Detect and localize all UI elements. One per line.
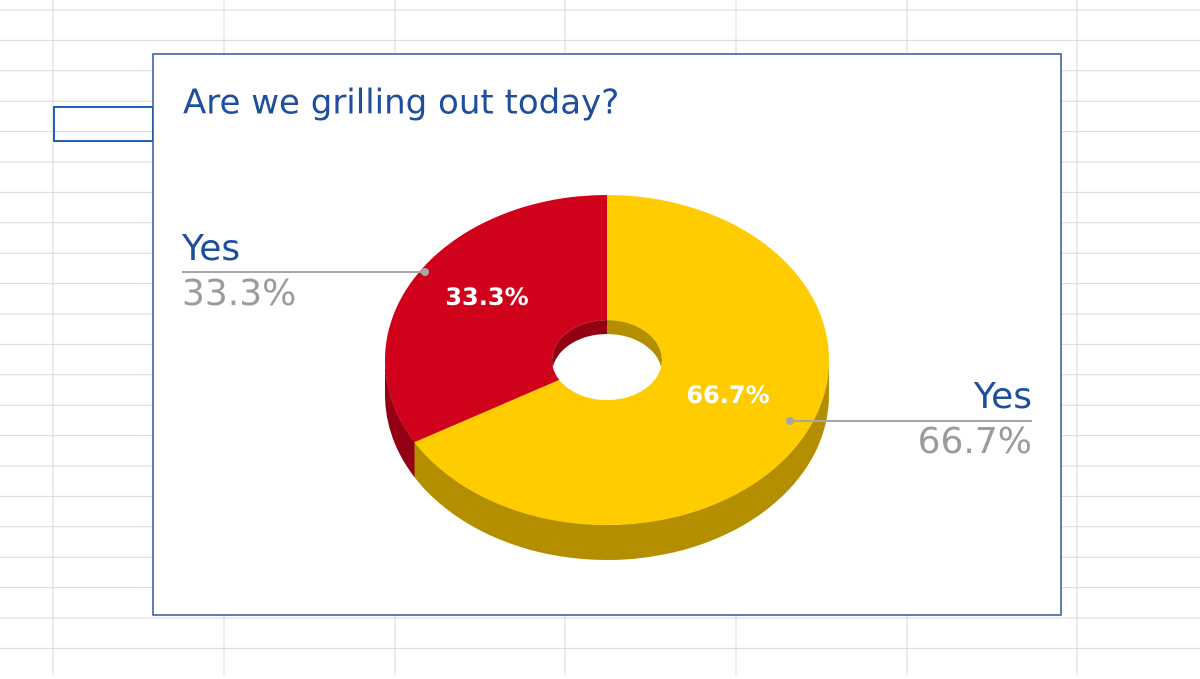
category-label: Yes — [973, 376, 1032, 417]
chart-title: Are we grilling out today? — [183, 83, 619, 123]
slice-side — [414, 360, 829, 560]
percent-label: 33.3% — [182, 273, 296, 314]
slice — [414, 195, 829, 525]
slice-side — [385, 360, 415, 478]
data-label: 33.3% — [445, 283, 528, 311]
data-label: 66.7% — [686, 381, 769, 409]
percent-label: 66.7% — [918, 421, 1032, 462]
leader-dot — [786, 417, 794, 425]
leader-dot — [421, 268, 429, 276]
hole — [552, 320, 662, 400]
selected-cell[interactable] — [53, 106, 154, 142]
category-label: Yes — [181, 228, 240, 269]
hole-floor — [552, 334, 662, 400]
slice — [385, 195, 607, 443]
